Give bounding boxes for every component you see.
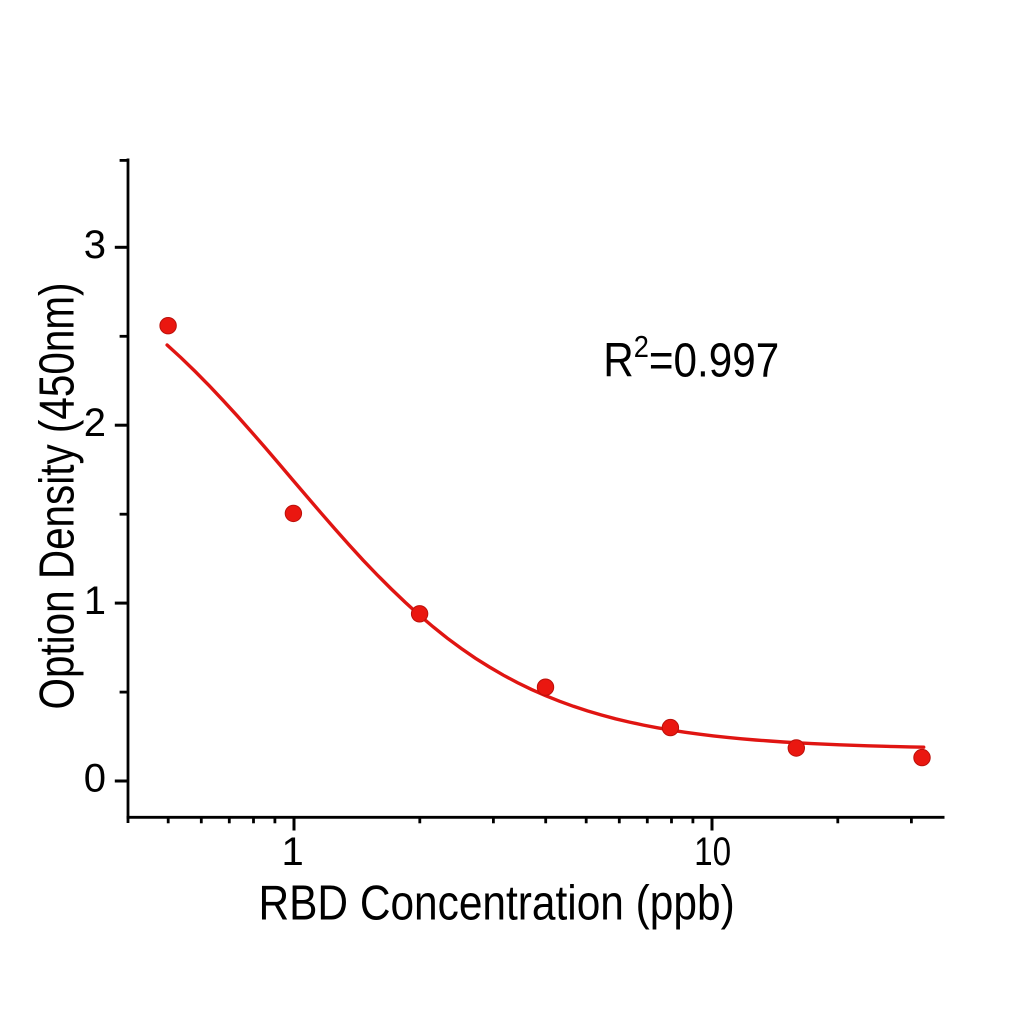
svg-text:2: 2 [84,401,106,445]
svg-text:R: R [603,333,634,387]
svg-text:=0.997: =0.997 [649,333,779,387]
svg-text:3: 3 [84,223,106,267]
svg-text:RBD Concentration (ppb): RBD Concentration (ppb) [259,877,735,931]
svg-text:1: 1 [84,579,106,623]
svg-text:1: 1 [281,830,303,874]
svg-text:0: 0 [84,757,106,801]
svg-text:Option Density (450nm): Option Density (450nm) [31,283,85,710]
svg-text:10: 10 [694,830,731,874]
svg-text:2: 2 [634,331,649,365]
